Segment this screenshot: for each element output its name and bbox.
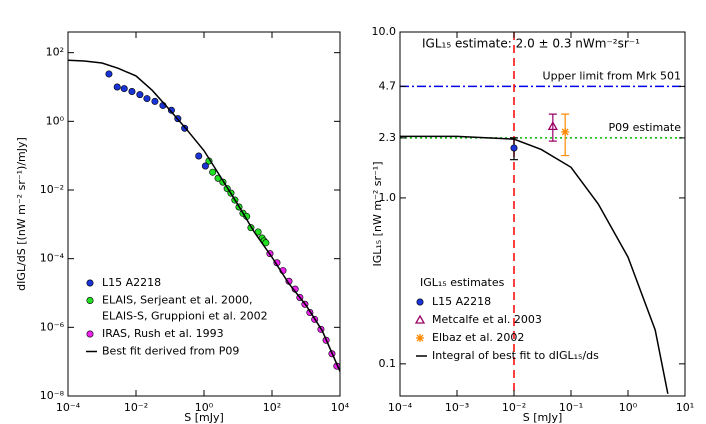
x-tick-label: 10⁻⁴ [56,401,81,414]
legend-label: L15 A2218 [102,276,161,289]
marker [136,91,144,99]
marker [201,162,209,170]
marker [120,85,128,93]
plot-area [68,59,340,372]
line [68,59,340,372]
x-tick-label: 10⁰ [619,401,638,414]
y-tick-label: 10⁻⁸ [40,389,65,402]
legend-label: Elbaz et al. 2002 [432,331,524,344]
marker [167,106,175,114]
y-axis-label: IGL₁₅ [nW m⁻² sr⁻¹] [371,161,384,266]
legend-label: ELAIS, Serjeant et al. 2000, [102,294,253,307]
x-tick-label: 10⁴ [331,401,350,414]
marker [151,97,159,105]
marker [105,70,113,78]
y-tick-label: 10² [46,46,64,59]
marker [195,152,203,160]
legend-label: L15 A2218 [432,295,491,308]
marker [416,298,424,306]
y-tick-label: 10⁻⁴ [40,252,65,265]
x-tick-label: 10¹ [676,401,694,414]
plot-frame [399,31,686,397]
y-tick-label: 10⁻² [40,183,64,196]
y-tick-label: 4.7 [379,79,397,92]
legend-label: IRAS, Rush et al. 1993 [102,327,224,340]
x-tick-label: 10⁻² [502,401,526,414]
x-tick-label: 10⁻¹ [559,401,583,414]
plot-area [400,32,685,396]
x-axis-label: S [mJy] [184,411,224,424]
x-tick-label: 10⁻⁴ [388,401,413,414]
x-tick-label: 10² [263,401,281,414]
reference-label: P09 estimate [608,121,681,134]
legend-label: Best fit derived from P09 [102,345,239,358]
x-tick-label: 10⁰ [195,401,214,414]
marker [416,334,424,342]
legend-label: ELAIS-S, Gruppioni et al. 2002 [102,310,268,323]
marker [86,330,94,338]
x-tick-label: 10⁻² [124,401,148,414]
reference-label: Upper limit from Mrk 501 [543,69,681,82]
annotation-title: IGL₁₅ estimate: 2.0 ± 0.3 nWm⁻²sr⁻¹ [422,37,640,51]
legend-label: Integral of best fit to dIGL₁₅/ds [432,349,599,362]
legend-label: Metcalfe et al. 2003 [432,313,542,326]
marker [86,296,94,304]
x-axis-label: S [mJy] [523,411,563,424]
marker [561,127,570,136]
legend-title: IGL₁₅ estimates [420,276,505,289]
marker [209,168,217,176]
plot-frame [67,31,341,397]
y-tick-label: 10⁻⁶ [40,320,65,333]
y-tick-label: 0.1 [379,357,397,370]
marker [113,83,121,91]
marker [128,87,136,95]
y-tick-label: 10⁰ [46,114,65,127]
marker [143,95,151,103]
marker [86,279,94,287]
marker [414,314,426,324]
y-tick-label: 10.0 [372,25,397,38]
y-tick-label: 1.0 [379,191,397,204]
error-bar [548,113,557,142]
line [400,135,669,394]
marker [547,121,558,130]
marker [510,144,518,152]
x-tick-label: 10⁻³ [445,401,469,414]
y-tick-label: 2.3 [379,131,397,144]
y-axis-label: dIGL/dS [(nW m⁻² sr⁻¹)/mJy] [15,137,28,291]
